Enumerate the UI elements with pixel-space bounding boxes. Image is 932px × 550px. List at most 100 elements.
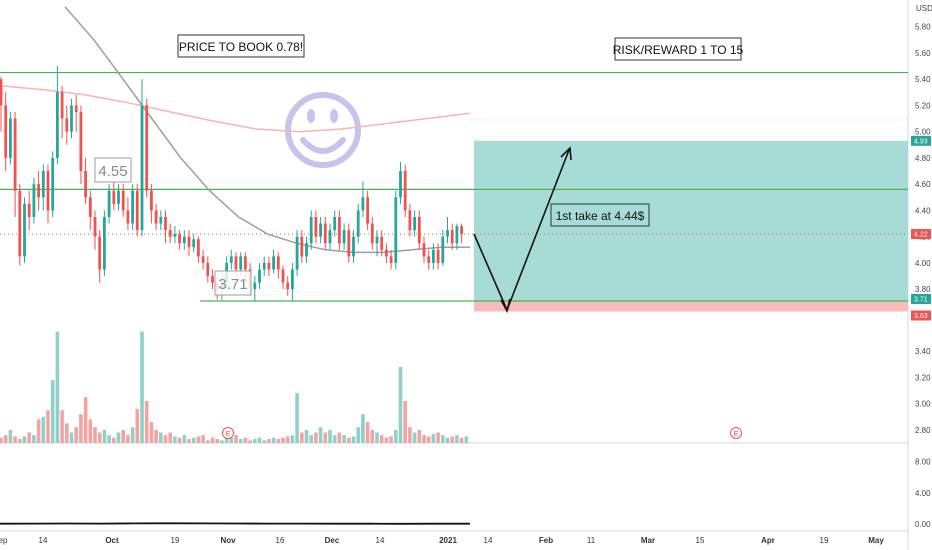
volume-bar-63 bbox=[295, 393, 299, 443]
price-badge-0 bbox=[911, 135, 931, 146]
price-to-book-box[interactable]: PRICE TO BOOK 0.78! bbox=[177, 34, 305, 58]
price-badge-label-0: 4.93 bbox=[914, 138, 928, 145]
earnings-marker-label-0: E bbox=[226, 431, 231, 438]
candle-body-43 bbox=[201, 256, 205, 263]
volume-bar-55 bbox=[257, 437, 262, 443]
time-tick-6: Dec bbox=[325, 536, 340, 545]
arrow-head-down bbox=[500, 298, 511, 314]
candle-body-67 bbox=[314, 216, 318, 237]
candle-body-61 bbox=[286, 282, 290, 290]
level-low-label: 3.71 bbox=[218, 276, 247, 293]
candle-body-14 bbox=[65, 118, 69, 132]
candle-body-74 bbox=[347, 230, 351, 257]
volume-bar-9 bbox=[41, 416, 46, 443]
price-tick-3: 5.20 bbox=[915, 101, 931, 110]
volume-tick-3: 2.80 bbox=[915, 426, 931, 435]
price-axis[interactable]: 5.805.605.405.205.004.804.604.404.204.00… bbox=[915, 23, 931, 529]
volume-bar-56 bbox=[262, 440, 266, 443]
volume-bar-92 bbox=[431, 433, 436, 443]
candle-body-0 bbox=[0, 79, 3, 106]
candle-body-23 bbox=[107, 190, 111, 217]
price-tick-4: 5.00 bbox=[915, 128, 931, 137]
volume-bar-43 bbox=[201, 435, 205, 443]
volume-bar-39 bbox=[182, 435, 187, 443]
price-badge-label-1: 4.22 bbox=[914, 232, 928, 239]
candle-body-97 bbox=[455, 226, 459, 244]
volume-bar-76 bbox=[356, 427, 360, 443]
candle-body-86 bbox=[403, 171, 407, 211]
candle-body-15 bbox=[70, 105, 73, 132]
volume-bar-97 bbox=[455, 435, 459, 443]
volume-bar-28 bbox=[130, 427, 135, 443]
volume-bar-13 bbox=[60, 410, 64, 443]
candle-body-59 bbox=[276, 256, 280, 270]
level-high-box[interactable]: 4.55 bbox=[94, 157, 132, 183]
volume-bar-29 bbox=[135, 408, 140, 443]
volume-bar-27 bbox=[126, 435, 130, 443]
volume-bar-49 bbox=[229, 437, 234, 443]
volume-bar-35 bbox=[163, 435, 168, 443]
risk-reward-box[interactable]: RISK/REWARD 1 TO 15 bbox=[613, 37, 744, 61]
earnings-marker-1 bbox=[730, 427, 742, 439]
candle-body-69 bbox=[323, 223, 327, 244]
price-badge-label-3: 3.63 bbox=[914, 313, 928, 320]
candle-body-11 bbox=[51, 157, 55, 211]
volume-bar-94 bbox=[441, 435, 445, 443]
take-profit-frame bbox=[550, 203, 650, 227]
level-low-box[interactable]: 3.71 bbox=[214, 270, 252, 296]
candle-body-25 bbox=[117, 190, 120, 204]
volume-bar-42 bbox=[196, 436, 201, 443]
volume-bar-20 bbox=[93, 427, 97, 443]
candle-body-12 bbox=[56, 92, 59, 158]
volume-bar-26 bbox=[121, 429, 125, 443]
candle-body-82 bbox=[385, 249, 388, 257]
candle-body-90 bbox=[422, 243, 426, 257]
candle-body-33 bbox=[154, 210, 158, 224]
time-axis[interactable]: ep 14 Oct 19 Nov 16 Dec 14 2021 14 Feb 11 Mar 15 Apr 19… bbox=[0, 536, 884, 545]
take-profit-box[interactable]: 1st take at 4.44$ bbox=[550, 203, 650, 227]
candle-body-84 bbox=[394, 197, 398, 263]
candle-body-32 bbox=[150, 190, 153, 211]
volume-bar-22 bbox=[102, 429, 107, 443]
volume-bar-7 bbox=[32, 435, 36, 443]
candle-body-95 bbox=[446, 230, 449, 237]
candle-body-1 bbox=[4, 105, 8, 158]
candle-body-41 bbox=[192, 239, 196, 248]
volume-bar-44 bbox=[206, 440, 210, 443]
price-tick-2: 5.40 bbox=[915, 75, 931, 84]
price-tick-7: 4.40 bbox=[915, 206, 931, 215]
volume-bar-81 bbox=[379, 435, 384, 443]
candle-body-10 bbox=[46, 171, 50, 211]
volume-bar-38 bbox=[177, 437, 182, 443]
indicator-pane bbox=[0, 522, 470, 525]
candle-body-76 bbox=[356, 210, 360, 237]
volume-bar-5 bbox=[22, 436, 27, 443]
volume-bar-52 bbox=[243, 437, 248, 443]
volume-bar-40 bbox=[187, 439, 191, 443]
volume-bar-72 bbox=[337, 432, 342, 443]
candle-body-3 bbox=[13, 118, 17, 191]
volume-bar-36 bbox=[168, 432, 172, 443]
candle-body-18 bbox=[84, 171, 87, 198]
volume-bar-64 bbox=[300, 432, 304, 443]
price-badges: 4.93 4.22 3.71 3.63 bbox=[911, 135, 931, 321]
volume-bar-34 bbox=[159, 432, 163, 443]
volume-bar-48 bbox=[224, 436, 229, 443]
volume-bar-11 bbox=[50, 380, 55, 443]
candle-body-49 bbox=[229, 256, 233, 263]
volume-bar-21 bbox=[97, 432, 102, 443]
volume-bar-62 bbox=[290, 435, 295, 443]
volume-bar-8 bbox=[36, 419, 41, 443]
candle-body-70 bbox=[328, 230, 332, 244]
candle-body-79 bbox=[370, 223, 374, 244]
candle-body-34 bbox=[159, 216, 163, 224]
volume-bar-66 bbox=[309, 435, 313, 443]
time-tick-12: Mar bbox=[641, 536, 655, 545]
volume-bar-46 bbox=[215, 439, 219, 443]
volume-bar-60 bbox=[281, 437, 285, 443]
volume-bar-69 bbox=[323, 432, 328, 443]
candle-body-56 bbox=[262, 262, 266, 270]
volume-tick-0: 3.40 bbox=[915, 347, 931, 356]
